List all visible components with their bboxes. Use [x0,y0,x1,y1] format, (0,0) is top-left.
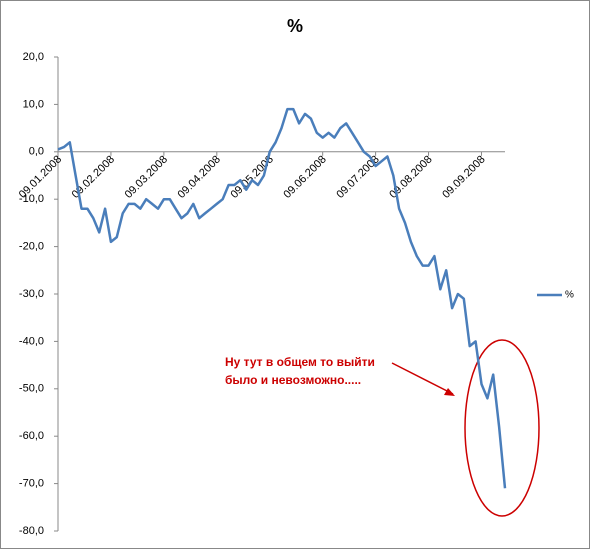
annotation: Ну тут в общем то выйти [225,355,375,369]
annotation-arrow [391,362,454,395]
y-tick-label: -80,0 [19,525,44,537]
y-tick-label: -20,0 [19,241,44,253]
y-tick-label: -30,0 [19,288,44,300]
legend-label: % [565,290,574,301]
chart-title: % [287,16,303,36]
highlight-ellipse [464,339,540,517]
line-series [57,107,507,489]
y-tick-label: -40,0 [19,335,44,347]
y-tick-label: -10,0 [19,193,44,205]
y-tick-label: 20,0 [23,51,44,63]
annotation: было и невозможно..... [225,373,361,387]
y-tick-label: -50,0 [19,383,44,395]
y-tick-label: -70,0 [19,478,44,490]
arrow-head [444,388,455,396]
y-tick-label: -60,0 [19,430,44,442]
y-tick-label: 10,0 [23,98,44,110]
y-tick-label: 0,0 [29,146,44,158]
